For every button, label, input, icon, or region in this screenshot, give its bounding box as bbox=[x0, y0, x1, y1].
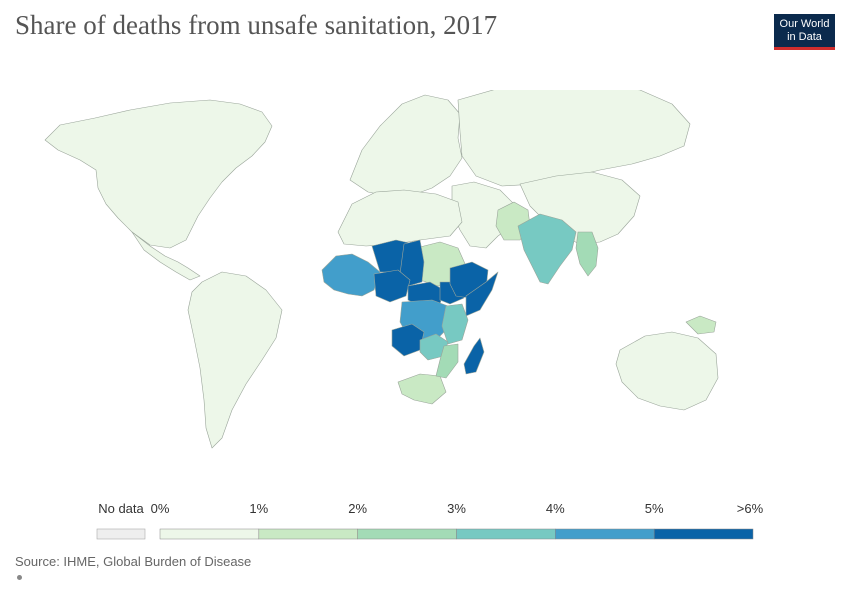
legend-bin-2[interactable] bbox=[258, 528, 358, 540]
region-australia[interactable] bbox=[615, 331, 719, 411]
logo-line-2: in Data bbox=[787, 31, 822, 43]
legend-tick-label: 1% bbox=[249, 501, 268, 516]
region-north-africa[interactable] bbox=[337, 189, 463, 247]
timeline-dot[interactable] bbox=[17, 575, 22, 580]
legend-tick-label: 4% bbox=[546, 501, 565, 516]
legend-no-data-swatch bbox=[96, 528, 146, 540]
legend-bin-4[interactable] bbox=[456, 528, 556, 540]
region-nigeria[interactable] bbox=[373, 269, 411, 303]
legend-tick-label: 3% bbox=[447, 501, 466, 516]
region-myanmar[interactable] bbox=[575, 231, 599, 277]
legend-tick-label: 2% bbox=[348, 501, 367, 516]
legend-no-data-label: No data bbox=[98, 501, 144, 516]
region-north-america[interactable] bbox=[44, 99, 273, 249]
region-south-america[interactable] bbox=[187, 271, 283, 449]
region-russia[interactable] bbox=[457, 90, 691, 187]
region-south-africa[interactable] bbox=[397, 373, 447, 405]
region-madagascar[interactable] bbox=[463, 337, 485, 375]
region-east-africa[interactable] bbox=[441, 303, 469, 345]
world-map[interactable] bbox=[0, 90, 850, 490]
legend-bin-1[interactable] bbox=[159, 528, 260, 540]
region-europe[interactable] bbox=[349, 94, 463, 197]
legend-bin-5[interactable] bbox=[555, 528, 655, 540]
region-india[interactable] bbox=[517, 213, 577, 285]
owid-logo[interactable]: Our World in Data bbox=[774, 14, 835, 50]
chart-title: Share of deaths from unsafe sanitation, … bbox=[15, 10, 498, 40]
logo-line-1: Our World bbox=[779, 18, 830, 30]
region-papua-new-guinea[interactable] bbox=[685, 315, 717, 335]
legend-bin-3[interactable] bbox=[357, 528, 457, 540]
region-central-america[interactable] bbox=[131, 231, 201, 281]
legend-tick-label: 0% bbox=[151, 501, 170, 516]
source-note: Source: IHME, Global Burden of Disease bbox=[15, 554, 252, 569]
region-mozambique[interactable] bbox=[435, 343, 459, 379]
legend-tick-label: 5% bbox=[645, 501, 664, 516]
legend-tick-label: >6% bbox=[737, 501, 764, 516]
region-angola[interactable] bbox=[391, 323, 425, 357]
region-west-africa[interactable] bbox=[321, 253, 381, 297]
legend-bin-6[interactable] bbox=[653, 528, 754, 540]
map-legend: No data 0% 1% 2% 3% 4% 5% >6% bbox=[96, 501, 764, 540]
